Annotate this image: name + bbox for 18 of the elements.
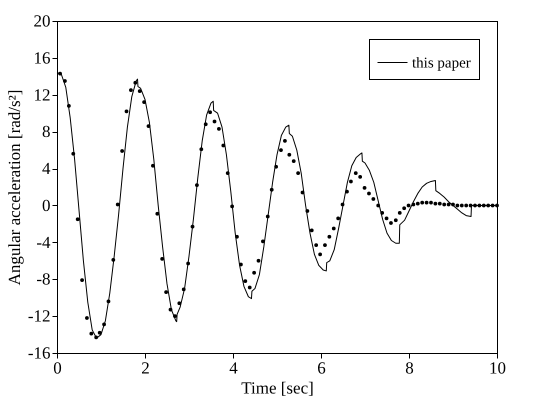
legend-label: this paper (412, 56, 471, 72)
y-tick-label: -8 (36, 270, 50, 289)
x-tick-label: 6 (317, 358, 326, 378)
x-tick-label: 4 (229, 358, 238, 378)
x-tick-label: 10 (489, 358, 506, 378)
y-tick-label: -16 (28, 344, 50, 362)
y-tick-label: 12 (34, 85, 50, 104)
y-tick-label: 8 (42, 122, 50, 142)
y-tick-label: 20 (34, 12, 50, 30)
y-tick-label: 4 (42, 159, 51, 178)
y-tick-label: 16 (34, 48, 50, 68)
x-axis-title: Time [sec] (241, 378, 314, 398)
x-tick-label: 2 (141, 358, 150, 378)
y-tick-label: -4 (36, 232, 51, 252)
x-tick-label: 8 (405, 358, 414, 378)
y-tick-label: -12 (28, 306, 50, 326)
y-axis-title: Angular acceleration [rad/s²] (4, 90, 24, 286)
y-tick-label: 0 (42, 196, 50, 215)
